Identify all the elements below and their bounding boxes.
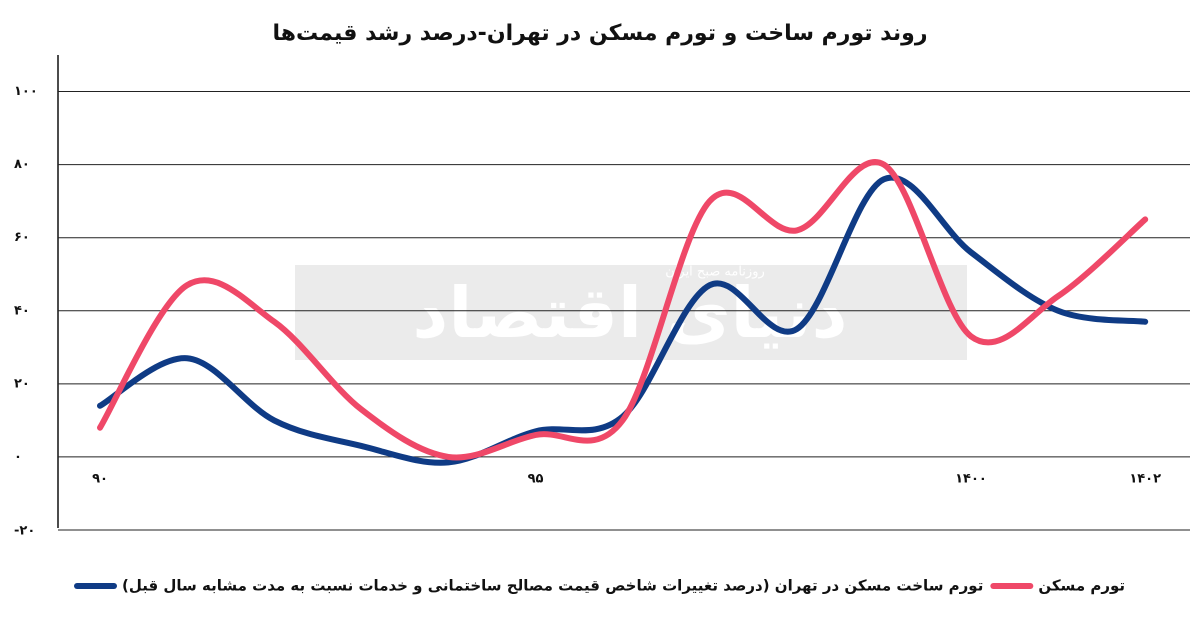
x-tick-label: ۹۰ [92, 471, 108, 486]
watermark-brand: دنیای اقتصاد [412, 272, 847, 354]
y-tick-label: ۶۰ [14, 230, 30, 245]
y-tick-label: ۰ [14, 449, 22, 464]
series-line [97, 174, 1149, 466]
x-tick-label: ۹۵ [528, 471, 544, 486]
y-tick-label: ۸۰ [14, 157, 30, 172]
x-tick-label: ۱۴۰۲ [1129, 471, 1161, 486]
y-tick-label: ۲۰ [14, 376, 30, 391]
x-tick-label: ۱۴۰۰ [955, 471, 987, 486]
y-tick-label: -۲۰ [14, 524, 35, 539]
legend-label: تورم مسکن [1038, 577, 1125, 595]
watermark-box [295, 265, 967, 360]
y-tick-label: ۴۰ [14, 303, 30, 318]
legend-label: تورم ساخت مسکن در تهران (درصد تغییرات شا… [122, 577, 983, 595]
chart-title: روند تورم ساخت و تورم مسکن در تهران-درصد… [273, 21, 928, 46]
series-line [97, 159, 1149, 461]
y-tick-label: ۱۰۰ [14, 84, 38, 99]
watermark-tagline: روزنامه صبح ایران [665, 265, 765, 280]
